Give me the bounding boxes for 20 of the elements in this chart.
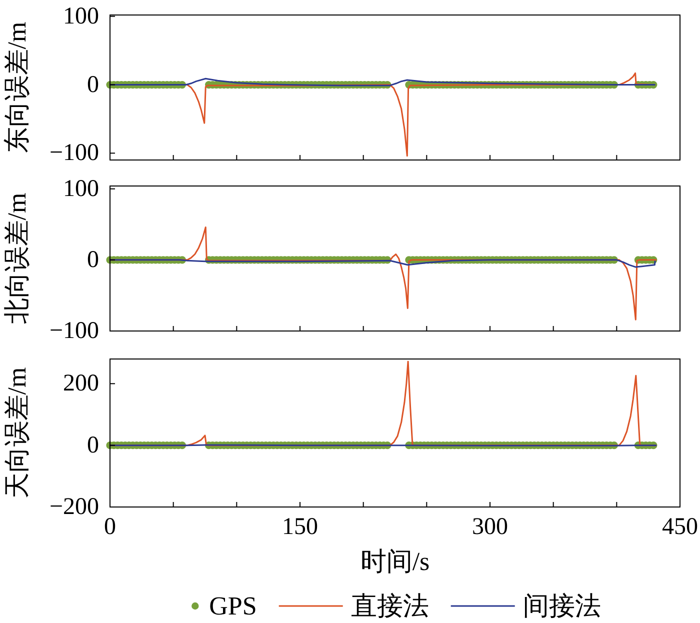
x-tick-label: 450: [662, 514, 698, 540]
legend-label: 间接法: [522, 592, 601, 620]
y-tick-label: −100: [49, 318, 99, 344]
y-tick-label: −100: [49, 140, 99, 166]
x-tick-label: 300: [472, 514, 508, 540]
legend-label: 直接法: [350, 592, 429, 620]
y-axis-title: 北向误差/m: [2, 192, 32, 324]
y-tick-label: 0: [87, 432, 99, 458]
y-tick-label: −200: [49, 494, 99, 520]
y-tick-label: 100: [63, 3, 99, 30]
y-tick-label: 100: [63, 176, 99, 202]
x-tick-label: 150: [282, 514, 318, 540]
x-tick-label: 0: [104, 514, 116, 540]
y-tick-label: 0: [87, 246, 99, 273]
x-axis-title: 时间/s: [360, 547, 430, 576]
y-axis-title: 东向误差/m: [2, 22, 32, 154]
y-axis-title: 天向误差/m: [2, 367, 32, 499]
y-tick-label: 200: [63, 370, 99, 397]
legend-label: GPS: [209, 592, 257, 620]
y-tick-label: 0: [87, 72, 99, 98]
